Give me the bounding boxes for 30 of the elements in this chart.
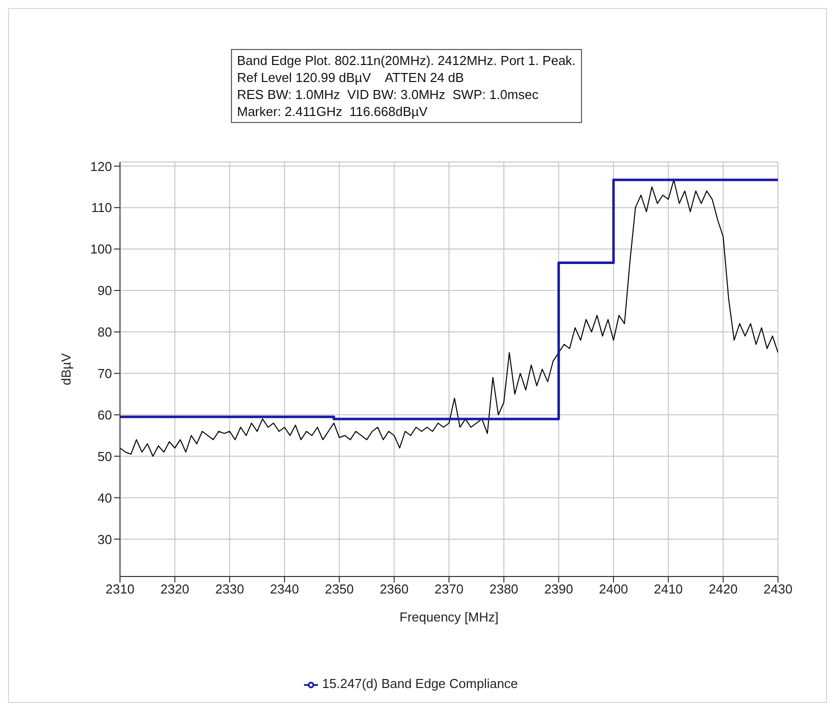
y-tick-label: 50 bbox=[98, 448, 112, 464]
y-tick-label: 120 bbox=[90, 158, 112, 174]
x-axis-title: Frequency [MHz] bbox=[400, 610, 498, 625]
y-tick-label: 90 bbox=[98, 283, 112, 298]
x-tick-label: 2430 bbox=[764, 582, 792, 597]
x-tick-label: 2420 bbox=[708, 582, 738, 597]
y-tick-label: 80 bbox=[98, 324, 112, 340]
y-tick-label: 60 bbox=[98, 407, 112, 422]
legend-label: 15.247(d) Band Edge Compliance bbox=[322, 676, 518, 692]
x-tick-label: 2310 bbox=[106, 582, 134, 597]
x-tick-label: 2350 bbox=[324, 582, 354, 597]
chart-title: Band Edge Plot. 802.11n(20MHz). 2412MHz. Port 1. Peak. bbox=[237, 52, 576, 69]
text: RES BW: 1.0MHz VID BW: 3.0MHz SWP: 1.0msec bbox=[237, 86, 540, 103]
x-tick-label: 2320 bbox=[160, 582, 190, 597]
y-axis-title: dBµV bbox=[58, 352, 74, 386]
y-tick-label: 110 bbox=[91, 200, 112, 216]
text: Ref Level 120.99 dBµV ATTEN 24 dB bbox=[237, 69, 465, 86]
y-tick-label: 100 bbox=[90, 242, 112, 257]
text: Marker: 2.411GHz 116.668dBµV bbox=[237, 103, 429, 120]
y-tick-label: 40 bbox=[98, 490, 112, 506]
x-tick-label: 2380 bbox=[489, 582, 518, 597]
x-tick-label: 2370 bbox=[434, 582, 464, 597]
y-tick-label: 30 bbox=[98, 532, 112, 547]
y-tick-label: 70 bbox=[98, 366, 112, 381]
x-tick-label: 2410 bbox=[654, 582, 683, 597]
x-tick-label: 2360 bbox=[380, 582, 409, 597]
x-tick-label: 2400 bbox=[599, 582, 628, 597]
x-tick-label: 2390 bbox=[544, 582, 574, 597]
x-tick-label: 2340 bbox=[270, 582, 299, 597]
x-tick-label: 2330 bbox=[215, 582, 244, 597]
